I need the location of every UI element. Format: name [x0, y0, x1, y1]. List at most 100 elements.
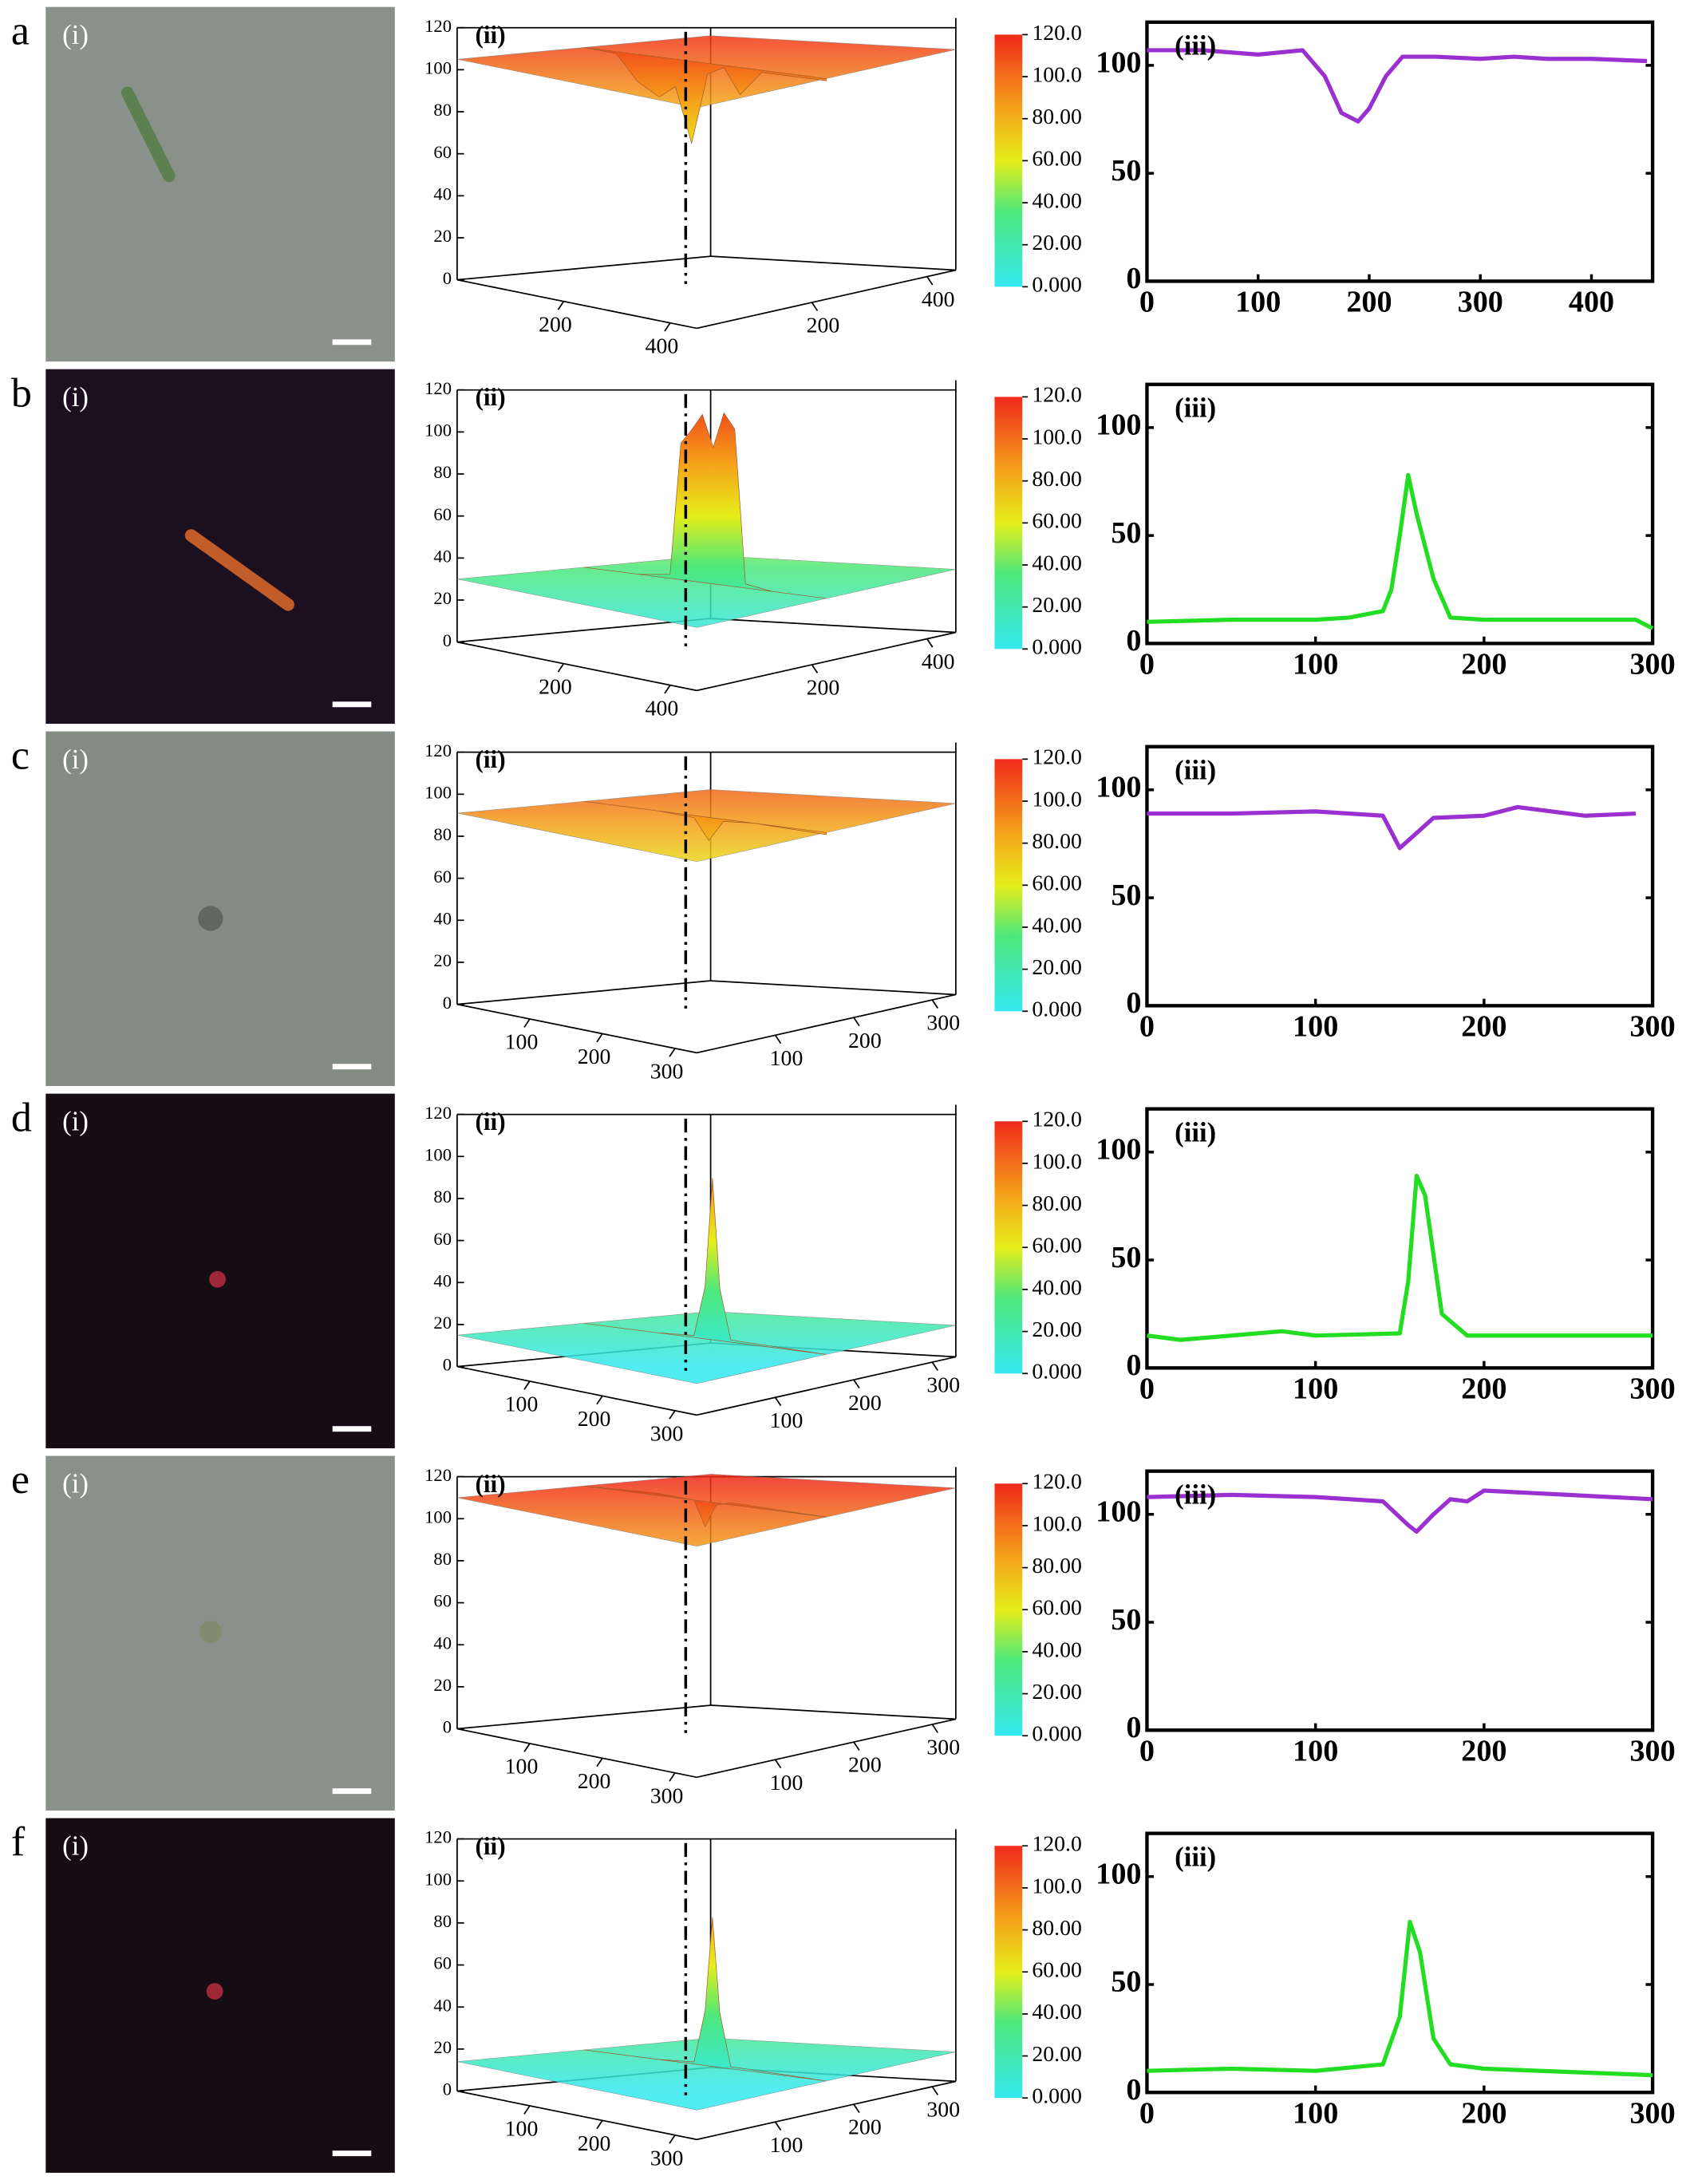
- colorbar-tick-label: 80.00: [1032, 829, 1081, 854]
- z-tick-label: 120: [424, 378, 452, 398]
- x-tick-label: 300: [650, 1059, 684, 1084]
- colorbar-tick-label: 0.000: [1032, 1722, 1081, 1747]
- z-tick-label: 0: [443, 1717, 452, 1737]
- axis-line: [456, 980, 711, 1005]
- colorbar-tick-label: 100.0: [1032, 1874, 1081, 1898]
- colorbar-tick-label: 60.00: [1032, 509, 1081, 534]
- axis-line: [710, 255, 956, 271]
- y-tick-label: 100: [770, 2133, 804, 2158]
- z-tick-label: 80: [433, 1549, 452, 1569]
- plot-frame: [1145, 1469, 1655, 1732]
- axis-line: [710, 980, 956, 996]
- colorbar: [994, 1483, 1023, 1736]
- y-tick-label: 100: [770, 1046, 804, 1071]
- z-tick-label: 100: [424, 782, 452, 802]
- row: e (i) 0 20 40 60 80 100 120 100 200 300 100 200 300 (ii…: [11, 1455, 1676, 1811]
- z-tick-label: 40: [433, 184, 452, 204]
- profile-line: [1147, 48, 1648, 124]
- z-tick-label: 120: [424, 16, 452, 36]
- colorbar-tick-label: 0.000: [1032, 997, 1081, 1022]
- colorbar-tick-label: 20.00: [1032, 231, 1081, 255]
- z-tick-label: 100: [424, 58, 452, 78]
- y-tick: [926, 276, 934, 286]
- x-tick: [669, 1410, 676, 1420]
- x-tick: [596, 1395, 603, 1405]
- x-tick-label: 100: [505, 1030, 539, 1055]
- surface-label: (ii): [475, 1470, 505, 1498]
- z-tick-label: 0: [443, 630, 452, 650]
- z-tick-label: 100: [424, 1144, 452, 1164]
- profile-label: (iii): [1175, 755, 1216, 786]
- colorbar-tick-label: 40.00: [1032, 551, 1081, 575]
- x-tick: [557, 663, 565, 673]
- y-tick-label: 200: [807, 314, 840, 338]
- y-tick-label: 100: [1096, 1495, 1141, 1529]
- x-tick: [669, 2135, 676, 2144]
- x-tick-label: 200: [1461, 2097, 1506, 2131]
- colorbar-tick-label: 120.0: [1032, 1470, 1081, 1495]
- image-label: (i): [62, 1831, 89, 1862]
- plot-frame: [1145, 744, 1655, 1008]
- y-tick-label: 100: [1096, 409, 1141, 442]
- colorbar-tick-label: 0.000: [1032, 635, 1081, 660]
- y-tick: [811, 664, 819, 673]
- profile-line: [1147, 804, 1637, 851]
- micrograph: [45, 1093, 395, 1449]
- x-tick-label: 0: [1139, 1372, 1155, 1406]
- y-tick-label: 0: [1126, 624, 1141, 658]
- plot-frame: [1145, 20, 1655, 283]
- x-tick-label: 0: [1139, 648, 1155, 681]
- surface-plane: [456, 2037, 956, 2111]
- y-tick: [853, 2103, 860, 2113]
- z-tick-label: 20: [433, 950, 452, 970]
- x-tick: [523, 1018, 531, 1028]
- surface-label: (ii): [475, 745, 505, 773]
- z-tick-label: 60: [433, 1591, 452, 1611]
- x-tick: [669, 1772, 676, 1782]
- axis-line: [697, 631, 957, 692]
- colorbar-tick-label: 120.0: [1032, 383, 1081, 408]
- x-tick-label: 200: [539, 674, 572, 699]
- y-tick-label: 400: [922, 287, 955, 312]
- panel-letter: d: [11, 1095, 32, 1140]
- x-tick: [596, 1757, 603, 1767]
- colorbar-tick-label: 20.00: [1032, 955, 1081, 980]
- x-tick-label: 200: [578, 2131, 611, 2156]
- z-tick-label: 120: [424, 1827, 452, 1847]
- profile-label: (iii): [1175, 1479, 1216, 1511]
- y-tick-label: 200: [848, 1391, 882, 1416]
- axis-line: [456, 255, 711, 281]
- panel-letter: e: [11, 1457, 30, 1503]
- y-tick-label: 50: [1111, 879, 1141, 912]
- feature: [209, 1270, 227, 1288]
- profile-label: (iii): [1175, 393, 1216, 424]
- y-tick: [931, 1361, 939, 1371]
- colorbar-tick-label: 20.00: [1032, 2042, 1081, 2067]
- x-tick-label: 100: [1293, 1372, 1338, 1406]
- surface-label: (ii): [475, 21, 505, 49]
- z-tick-label: 0: [443, 993, 452, 1013]
- colorbar-tick-label: 60.00: [1032, 871, 1081, 896]
- image-label: (i): [62, 1468, 89, 1499]
- colorbar-tick-label: 20.00: [1032, 1680, 1081, 1704]
- axis-line: [456, 1728, 697, 1779]
- surface-label: (ii): [475, 383, 505, 411]
- y-tick-label: 200: [848, 1029, 882, 1053]
- z-tick-label: 40: [433, 1270, 452, 1290]
- feature: [184, 529, 294, 611]
- z-tick-label: 80: [433, 824, 452, 844]
- z-tick-label: 0: [443, 268, 452, 288]
- y-tick: [931, 2086, 939, 2095]
- row: a (i) 0 20 40 60 80 100 120 200 400 200 400 (ii) 120.0…: [11, 6, 1655, 362]
- x-tick-label: 300: [1629, 2097, 1675, 2131]
- z-tick-label: 60: [433, 867, 452, 887]
- x-tick-label: 200: [578, 1407, 611, 1432]
- row: b (i) 0 20 40 60 80 100 120 200 400 200 400 (ii) 120.0…: [11, 369, 1676, 725]
- colorbar-tick-label: 80.00: [1032, 105, 1081, 129]
- y-tick-label: 300: [926, 1736, 960, 1760]
- surface-section: [583, 1178, 827, 1355]
- colorbar: [994, 397, 1023, 650]
- colorbar: [994, 34, 1023, 287]
